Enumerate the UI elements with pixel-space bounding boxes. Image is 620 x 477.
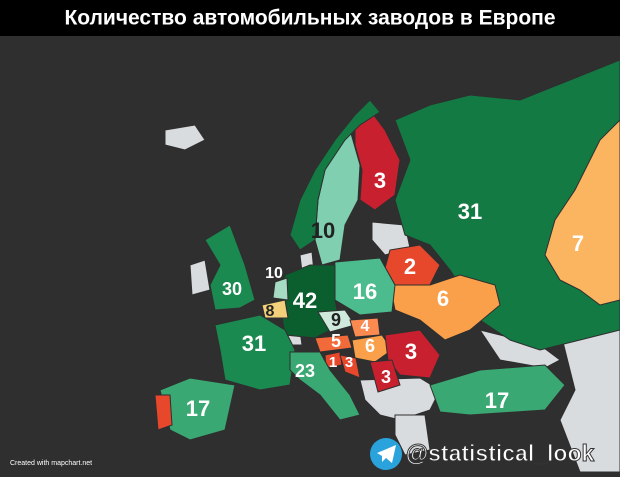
region-label: 17 [485, 388, 509, 413]
country [544, 119, 620, 306]
region-label: 3 [405, 339, 417, 364]
region-label: 23 [295, 361, 315, 381]
country [289, 99, 381, 251]
country [261, 299, 289, 319]
region-label: 1 [329, 354, 337, 371]
region-label: 3 [381, 367, 391, 387]
regions [154, 59, 620, 441]
country [389, 274, 501, 341]
watermark: @statistical_look [406, 440, 595, 466]
country [289, 351, 361, 421]
region-label: 10 [311, 218, 335, 243]
region-label: 31 [458, 199, 482, 224]
country [339, 354, 361, 379]
region-label: 7 [572, 231, 584, 256]
country [351, 334, 393, 363]
land [189, 259, 211, 296]
land [394, 414, 431, 456]
region-label: 2 [404, 254, 416, 279]
region-label: 31 [242, 331, 266, 356]
title: Количество автомобильных заводов в Европ… [64, 7, 555, 30]
region-label: 42 [293, 288, 317, 313]
title-bar [0, 0, 620, 36]
region-label: 16 [353, 279, 377, 304]
region-label: 9 [331, 310, 341, 330]
region-label: 3 [345, 354, 353, 371]
telegram-plane [377, 445, 396, 463]
country [154, 394, 173, 431]
region-label: 8 [266, 303, 275, 320]
region-label: 6 [365, 336, 375, 356]
region-label: 30 [222, 279, 242, 299]
region-label: 17 [186, 396, 210, 421]
country [204, 224, 256, 311]
country [159, 377, 236, 441]
country [369, 359, 401, 393]
region-label: 5 [331, 331, 341, 351]
region-label: 4 [361, 318, 370, 335]
country [354, 109, 401, 211]
country [214, 314, 296, 391]
credit: Created with mapchart.net [10, 460, 92, 467]
country [429, 364, 566, 416]
land [164, 124, 206, 151]
region-label: 6 [437, 286, 449, 311]
country [314, 334, 353, 353]
country [272, 277, 289, 301]
region-label: 3 [374, 168, 386, 193]
region-label: 10 [265, 265, 283, 282]
